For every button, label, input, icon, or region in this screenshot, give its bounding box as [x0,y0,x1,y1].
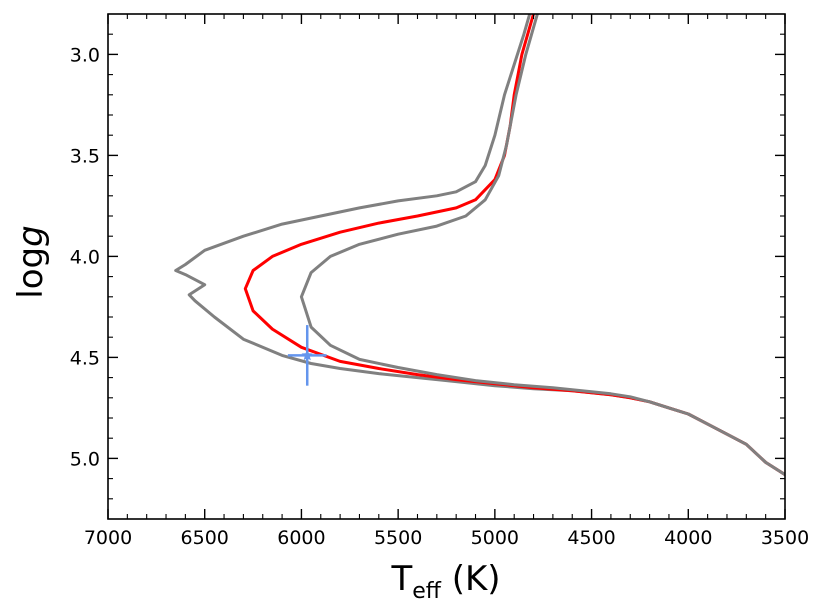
x-tick-label: 4500 [567,527,615,549]
axis-ticks: 7000 6500 6000 5500 5000 4500 4000 3500 3.0 3.5 4.… [70,14,809,549]
y-tick-label: 4.5 [70,347,100,369]
axes-frame [107,13,786,520]
x-tick-label: 5000 [471,527,519,549]
plot-area [174,14,785,477]
y-tick-label: 3.0 [70,44,100,66]
series-line-1 [174,14,785,477]
star-marker [301,349,313,361]
y-tick-label: 5.0 [70,448,100,470]
x-tick-label: 6500 [181,527,229,549]
y-tick-label: 3.5 [70,145,100,167]
x-tick-label: 3500 [761,527,809,549]
x-tick-label: 4000 [664,527,712,549]
x-tick-label: 6000 [277,527,325,549]
x-axis-label: Teff (K) [390,559,500,604]
y-axis-label: logg [11,225,51,298]
series-line-3 [299,14,785,477]
y-tick-label: 4.0 [70,246,100,268]
series-line-2 [243,14,785,477]
x-tick-label: 7000 [84,527,132,549]
x-tick-label: 5500 [374,527,422,549]
